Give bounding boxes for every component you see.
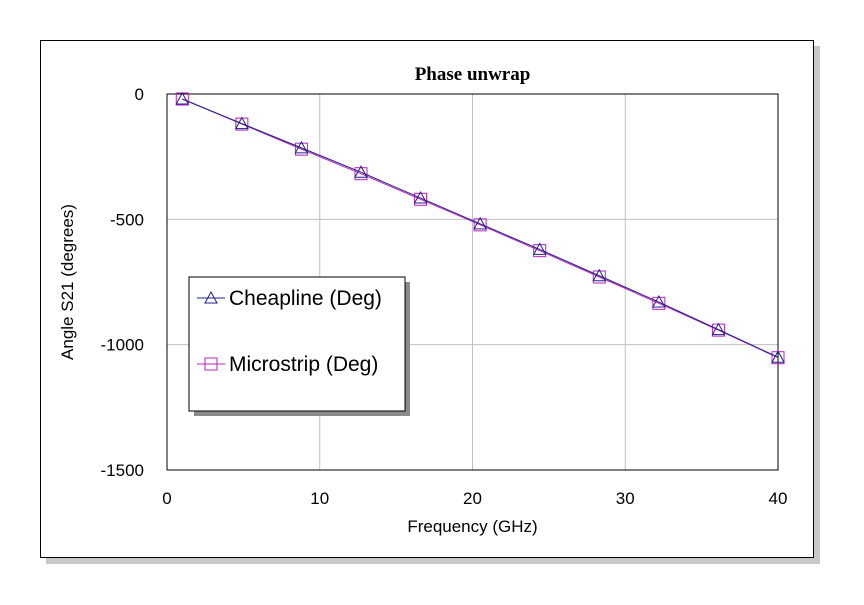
legend-marker — [204, 290, 218, 304]
legend-entry-label: Microstrip (Deg) — [229, 353, 378, 376]
data-point — [532, 242, 547, 255]
x-tick-label: 10 — [310, 489, 329, 508]
x-tick-label: 0 — [162, 489, 171, 508]
data-point — [771, 350, 785, 363]
data-point — [592, 268, 607, 282]
data-point — [414, 192, 428, 206]
legend: Cheapline (Deg) Microstrip (Deg) — [188, 276, 410, 416]
data-point — [294, 140, 309, 154]
chart-title: Phase unwrap — [415, 64, 531, 85]
data-point — [354, 165, 368, 178]
data-point — [533, 244, 547, 258]
legend-marker — [204, 357, 218, 371]
chart-frame — [40, 40, 814, 558]
series-cheapline — [175, 91, 785, 363]
y-axis-label: Angle S21 (degrees) — [58, 204, 77, 360]
data-point — [652, 295, 666, 308]
x-tick-label: 40 — [769, 489, 788, 508]
data-point — [413, 190, 428, 204]
y-tick-label: 0 — [135, 85, 144, 104]
series-group — [175, 91, 785, 365]
data-point — [294, 142, 308, 156]
plot-area — [166, 93, 779, 471]
legend-entry-label: Cheapline (Deg) — [229, 287, 382, 310]
x-axis-label: Frequency (GHz) — [407, 517, 537, 536]
x-tick-label: 30 — [616, 489, 635, 508]
series-microstrip — [175, 92, 785, 365]
legend-box — [188, 276, 406, 412]
y-tick-label: -1000 — [101, 336, 144, 355]
data-point — [652, 296, 666, 310]
series-line — [182, 98, 779, 358]
data-point — [175, 91, 190, 105]
data-point — [711, 322, 726, 336]
y-tick-label: -1500 — [101, 461, 144, 480]
data-point — [592, 270, 606, 284]
series-line — [182, 98, 779, 359]
tick-labels: 0 10 20 30 40 0 -500 -1000 -1500 — [101, 85, 788, 508]
x-tick-label: 20 — [463, 489, 482, 508]
data-point — [354, 167, 368, 181]
data-point — [473, 216, 487, 230]
y-tick-label: -500 — [110, 210, 144, 229]
data-point — [235, 116, 249, 130]
